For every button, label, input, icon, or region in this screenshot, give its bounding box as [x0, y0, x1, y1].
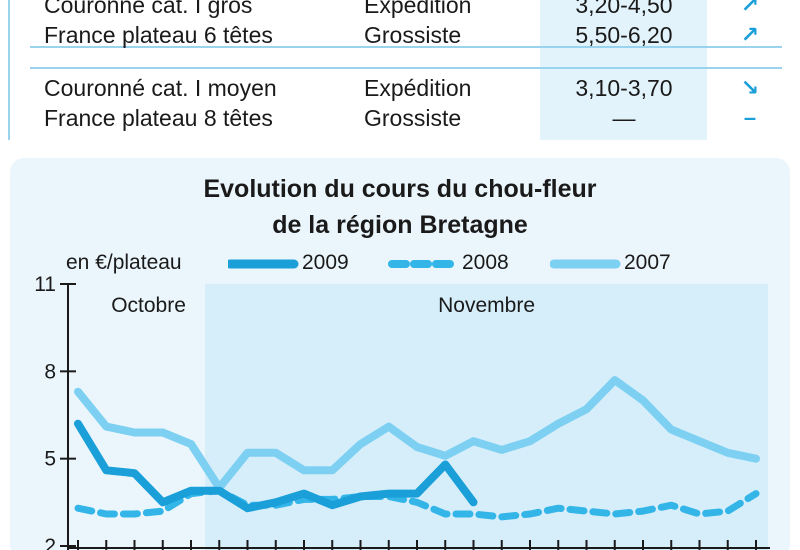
chart-subtitle: de la région Bretagne: [272, 211, 528, 239]
price-value: —: [612, 105, 636, 131]
table-row: Couronné cat. I moyen France plateau 8 t…: [30, 67, 782, 139]
y-tick-label: 11: [34, 273, 56, 296]
product-line: Couronné cat. I gros: [44, 0, 253, 18]
price-value: 3,10-3,70: [575, 75, 673, 101]
chart-title: Evolution du cours du chou-fleur: [203, 175, 597, 203]
row-divider: [30, 67, 782, 69]
stage-cell: Expédition Grossiste: [364, 0, 471, 50]
table-row: Couronné cat. I gros France plateau 6 tê…: [30, 0, 782, 48]
trend-flat-icon: –: [743, 105, 757, 130]
stage-line: Grossiste: [364, 105, 462, 131]
price-value: 5,50-6,20: [575, 22, 673, 48]
price-table: Couronné cat. I gros France plateau 6 tê…: [0, 0, 800, 145]
price-cell: 3,20-4,50 5,50-6,20: [564, 0, 684, 50]
legend-label: 2008: [462, 251, 509, 274]
price-cell: 3,10-3,70 —: [564, 73, 684, 133]
product-cell: Couronné cat. I moyen France plateau 8 t…: [44, 73, 277, 133]
period-label: Octobre: [111, 294, 186, 317]
y-axis-unit: en €/plateau: [66, 251, 182, 274]
product-cell: Couronné cat. I gros France plateau 6 tê…: [44, 0, 273, 50]
series-line-2007: [74, 376, 760, 492]
legend-item-2007: 2007: [549, 250, 671, 276]
period-label: Novembre: [438, 294, 535, 317]
legend-swatch-dashed: [388, 260, 458, 268]
trend-up-icon: ↗: [740, 22, 760, 47]
product-line: Couronné cat. I moyen: [44, 75, 277, 101]
legend-label: 2009: [302, 251, 349, 274]
series-line-2009: [74, 419, 478, 513]
y-tick-label: 2: [44, 535, 56, 550]
price-value: 3,20-4,50: [575, 0, 673, 18]
stage-line: Grossiste: [364, 22, 462, 48]
legend-swatch-solid-dark: [225, 259, 299, 269]
y-tick-label: 8: [44, 360, 56, 383]
trend-up-icon: ↗: [740, 0, 760, 17]
row-divider: [30, 46, 782, 48]
trend-cell: ↗ ↗: [730, 0, 770, 50]
trend-cell: ↘ –: [730, 73, 770, 133]
product-line: France plateau 6 têtes: [44, 22, 273, 48]
trend-down-icon: ↘: [740, 75, 760, 100]
legend-label: 2007: [624, 251, 671, 274]
stage-line: Expédition: [364, 0, 472, 18]
y-tick-label: 5: [44, 448, 56, 471]
table-left-border: [8, 0, 10, 140]
product-line: France plateau 8 têtes: [44, 105, 273, 131]
legend-swatch-solid-light: [549, 259, 621, 269]
legend-item-2008: 2008: [388, 250, 509, 276]
price-column-highlight: [540, 0, 707, 140]
legend-item-2009: 2009: [225, 250, 349, 276]
stage-line: Expédition: [364, 75, 472, 101]
stage-cell: Expédition Grossiste: [364, 73, 471, 133]
